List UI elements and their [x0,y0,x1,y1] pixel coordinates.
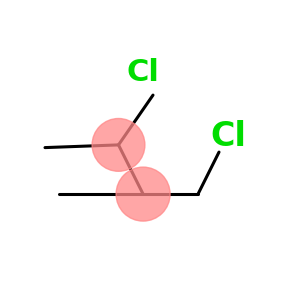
Text: Cl: Cl [126,58,159,87]
Circle shape [92,118,145,171]
Circle shape [116,167,170,221]
Text: Cl: Cl [210,120,246,153]
